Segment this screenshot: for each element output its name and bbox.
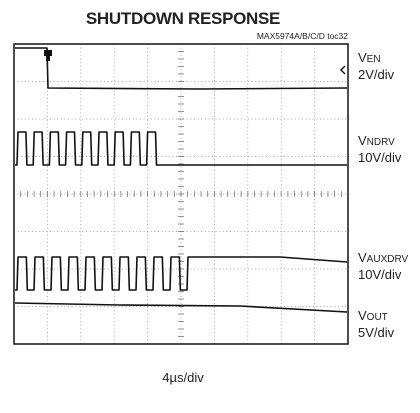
screen-border — [13, 43, 349, 345]
channel-symbol: V — [358, 250, 367, 265]
channel-symbol: V — [358, 308, 367, 323]
channel-symbol: V — [358, 133, 367, 148]
channel-subscript: EN — [367, 54, 381, 65]
channel-subscript: OUT — [367, 312, 388, 323]
trace-auxdrv — [15, 256, 348, 291]
trigger-marker — [44, 50, 52, 61]
channel-scale: 10V/div — [358, 150, 402, 165]
channel-scale: 5V/div — [358, 325, 395, 340]
graticule — [13, 43, 349, 345]
level-marker — [340, 65, 346, 75]
channel-subscript: AUXDRV — [367, 254, 409, 265]
trace-en — [15, 47, 348, 90]
channel-name: VNDRV — [358, 133, 395, 148]
channel-symbol: V — [358, 50, 367, 65]
channel-scale: 2V/div — [358, 67, 395, 82]
trace-ndrv — [15, 131, 347, 166]
channel-scale: 10V/div — [358, 267, 402, 282]
trace-out — [14, 302, 348, 313]
channel-name: VEN — [358, 50, 381, 65]
note: MAX5974A/B/C/D toc32 — [257, 31, 348, 41]
channel-name: VOUT — [358, 308, 388, 323]
time-scale: 4µs/div — [162, 370, 204, 385]
channel-name: VAUXDRV — [358, 250, 408, 265]
channel-subscript: NDRV — [367, 137, 395, 148]
traces — [14, 47, 348, 313]
title: SHUTDOWN RESPONSE — [86, 9, 280, 28]
